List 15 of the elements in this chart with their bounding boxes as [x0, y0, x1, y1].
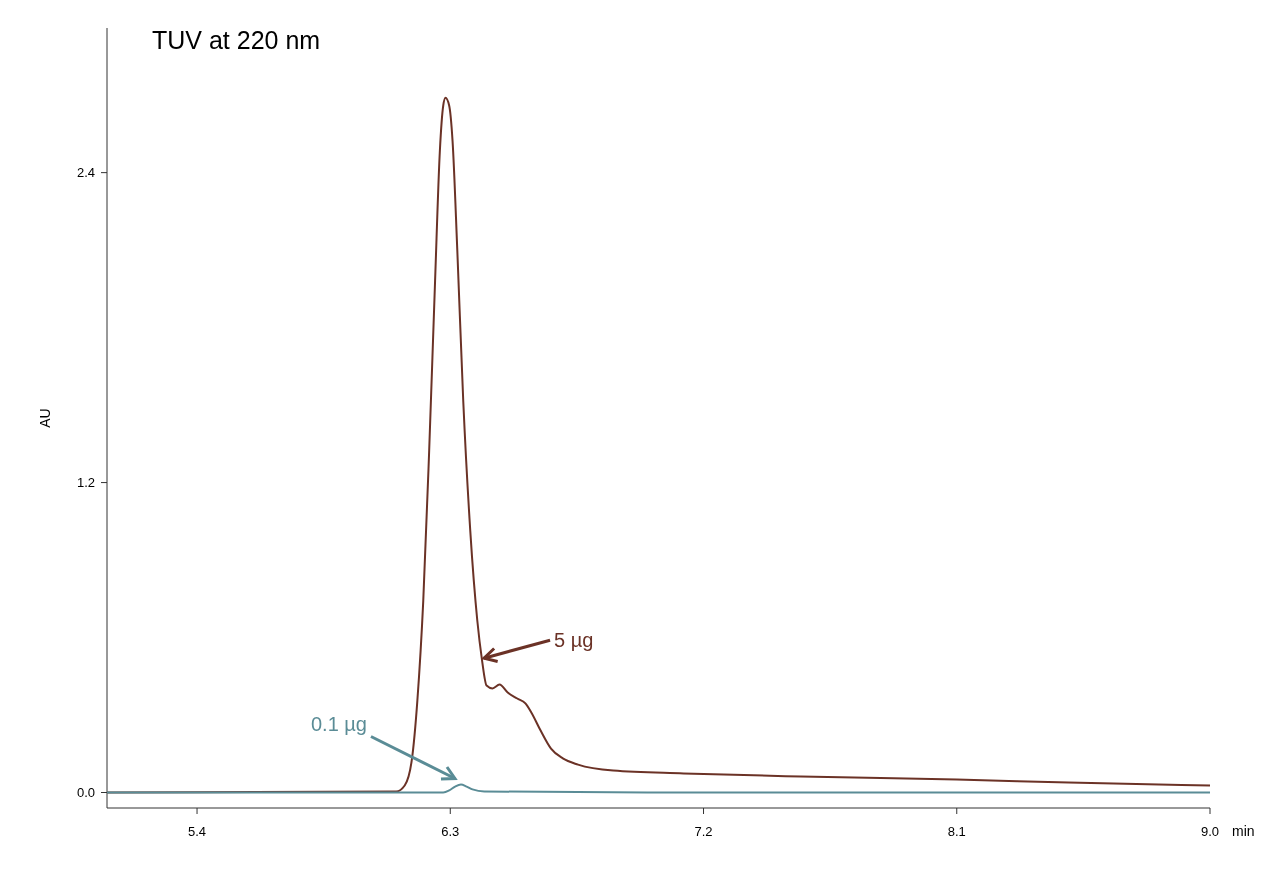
chart-title: TUV at 220 nm — [152, 26, 321, 54]
y-tick-label: 0.0 — [76, 785, 95, 801]
y-axis-title: AU — [37, 408, 53, 428]
line-series — [106, 783, 1211, 794]
annotation: 5 µg — [554, 629, 594, 652]
x-tick-label: 5.4 — [188, 824, 207, 839]
x-tick-label: 8.1 — [947, 824, 966, 839]
annotation: 0.1 µg — [310, 713, 367, 736]
line-series — [106, 96, 1211, 794]
y-tick-label: 1.2 — [76, 475, 95, 491]
x-axis-title: min — [1232, 823, 1255, 839]
x-tick-label: 9.0 — [1200, 824, 1220, 839]
y-tick-label: 2.4 — [76, 165, 95, 181]
x-tick-label: 7.2 — [694, 824, 713, 839]
x-tick-label: 6.3 — [441, 824, 460, 839]
